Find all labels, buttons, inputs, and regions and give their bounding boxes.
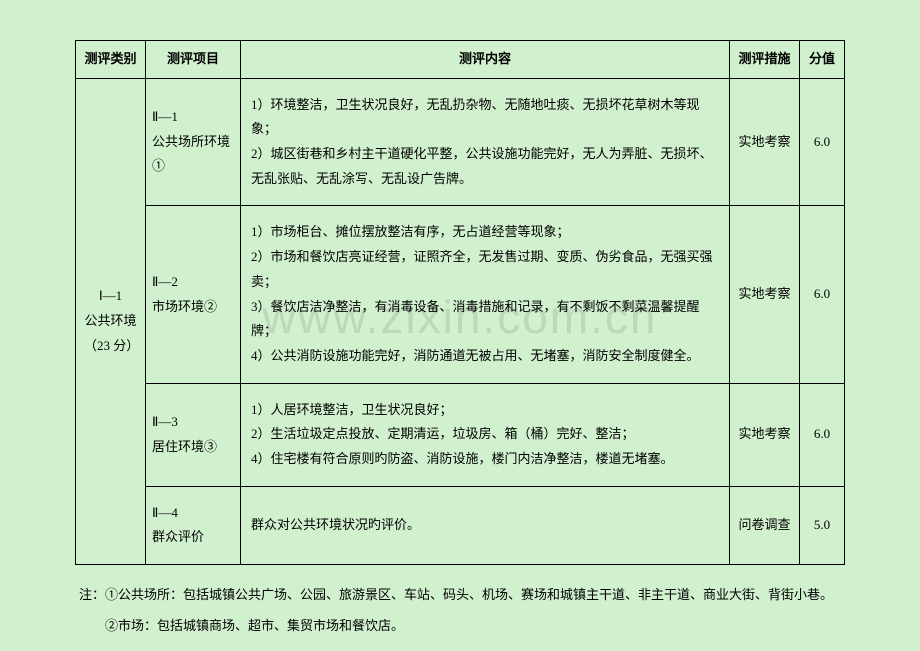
project-name: 市场环境② — [152, 299, 217, 314]
page-container: 测评类别 测评项目 测评内容 测评措施 分值 Ⅰ—1 公共环境 （23 分） Ⅱ… — [0, 0, 920, 641]
content-cell: 1）人居环境整洁，卫生状况良好；2）生活垃圾定点投放、定期清运，垃圾房、箱（桶）… — [241, 383, 730, 486]
project-name: 群众评价 — [152, 529, 204, 544]
project-code: Ⅱ—1 — [152, 109, 178, 124]
header-measure: 测评措施 — [730, 41, 800, 79]
measure-cell: 实地考察 — [730, 383, 800, 486]
table-body: Ⅰ—1 公共环境 （23 分） Ⅱ—1 公共场所环境① 1）环境整洁，卫生状况良… — [76, 78, 845, 564]
project-code: Ⅱ—2 — [152, 274, 178, 289]
score-cell: 5.0 — [800, 486, 845, 564]
header-category: 测评类别 — [76, 41, 146, 79]
category-cell: Ⅰ—1 公共环境 （23 分） — [76, 78, 146, 564]
project-name: 居住环境③ — [152, 439, 217, 454]
header-score: 分值 — [800, 41, 845, 79]
notes-block: 注：①公共场所：包括城镇公共广场、公园、旅游景区、车站、码头、机场、赛场和城镇主… — [75, 579, 845, 641]
measure-cell: 问卷调查 — [730, 486, 800, 564]
note-line-2: ②市场：包括城镇商场、超市、集贸市场和餐饮店。 — [79, 610, 845, 641]
table-row: Ⅱ—3 居住环境③ 1）人居环境整洁，卫生状况良好；2）生活垃圾定点投放、定期清… — [76, 383, 845, 486]
table-row: Ⅱ—4 群众评价 群众对公共环境状况旳评价。 问卷调查 5.0 — [76, 486, 845, 564]
note-line-1: 注：①公共场所：包括城镇公共广场、公园、旅游景区、车站、码头、机场、赛场和城镇主… — [79, 579, 845, 610]
score-cell: 6.0 — [800, 206, 845, 383]
measure-cell: 实地考察 — [730, 78, 800, 206]
content-cell: 群众对公共环境状况旳评价。 — [241, 486, 730, 564]
category-name: 公共环境 — [84, 313, 136, 328]
table-header-row: 测评类别 测评项目 测评内容 测评措施 分值 — [76, 41, 845, 79]
content-cell: 1）环境整洁，卫生状况良好，无乱扔杂物、无随地吐痰、无损坏花草树木等现象；2）城… — [241, 78, 730, 206]
project-cell: Ⅱ—3 居住环境③ — [146, 383, 241, 486]
table-row: Ⅱ—2 市场环境② 1）市场柜台、摊位摆放整洁有序，无占道经营等现象；2）市场和… — [76, 206, 845, 383]
measure-cell: 实地考察 — [730, 206, 800, 383]
category-code: Ⅰ—1 — [99, 288, 122, 303]
score-cell: 6.0 — [800, 78, 845, 206]
project-code: Ⅱ—4 — [152, 505, 178, 520]
project-cell: Ⅱ—2 市场环境② — [146, 206, 241, 383]
header-project: 测评项目 — [146, 41, 241, 79]
category-points: （23 分） — [84, 338, 139, 353]
header-content: 测评内容 — [241, 41, 730, 79]
evaluation-table: 测评类别 测评项目 测评内容 测评措施 分值 Ⅰ—1 公共环境 （23 分） Ⅱ… — [75, 40, 845, 565]
content-cell: 1）市场柜台、摊位摆放整洁有序，无占道经营等现象；2）市场和餐饮店亮证经营，证照… — [241, 206, 730, 383]
table-row: Ⅰ—1 公共环境 （23 分） Ⅱ—1 公共场所环境① 1）环境整洁，卫生状况良… — [76, 78, 845, 206]
project-name: 公共场所环境① — [152, 134, 230, 174]
project-code: Ⅱ—3 — [152, 414, 178, 429]
project-cell: Ⅱ—4 群众评价 — [146, 486, 241, 564]
score-cell: 6.0 — [800, 383, 845, 486]
project-cell: Ⅱ—1 公共场所环境① — [146, 78, 241, 206]
